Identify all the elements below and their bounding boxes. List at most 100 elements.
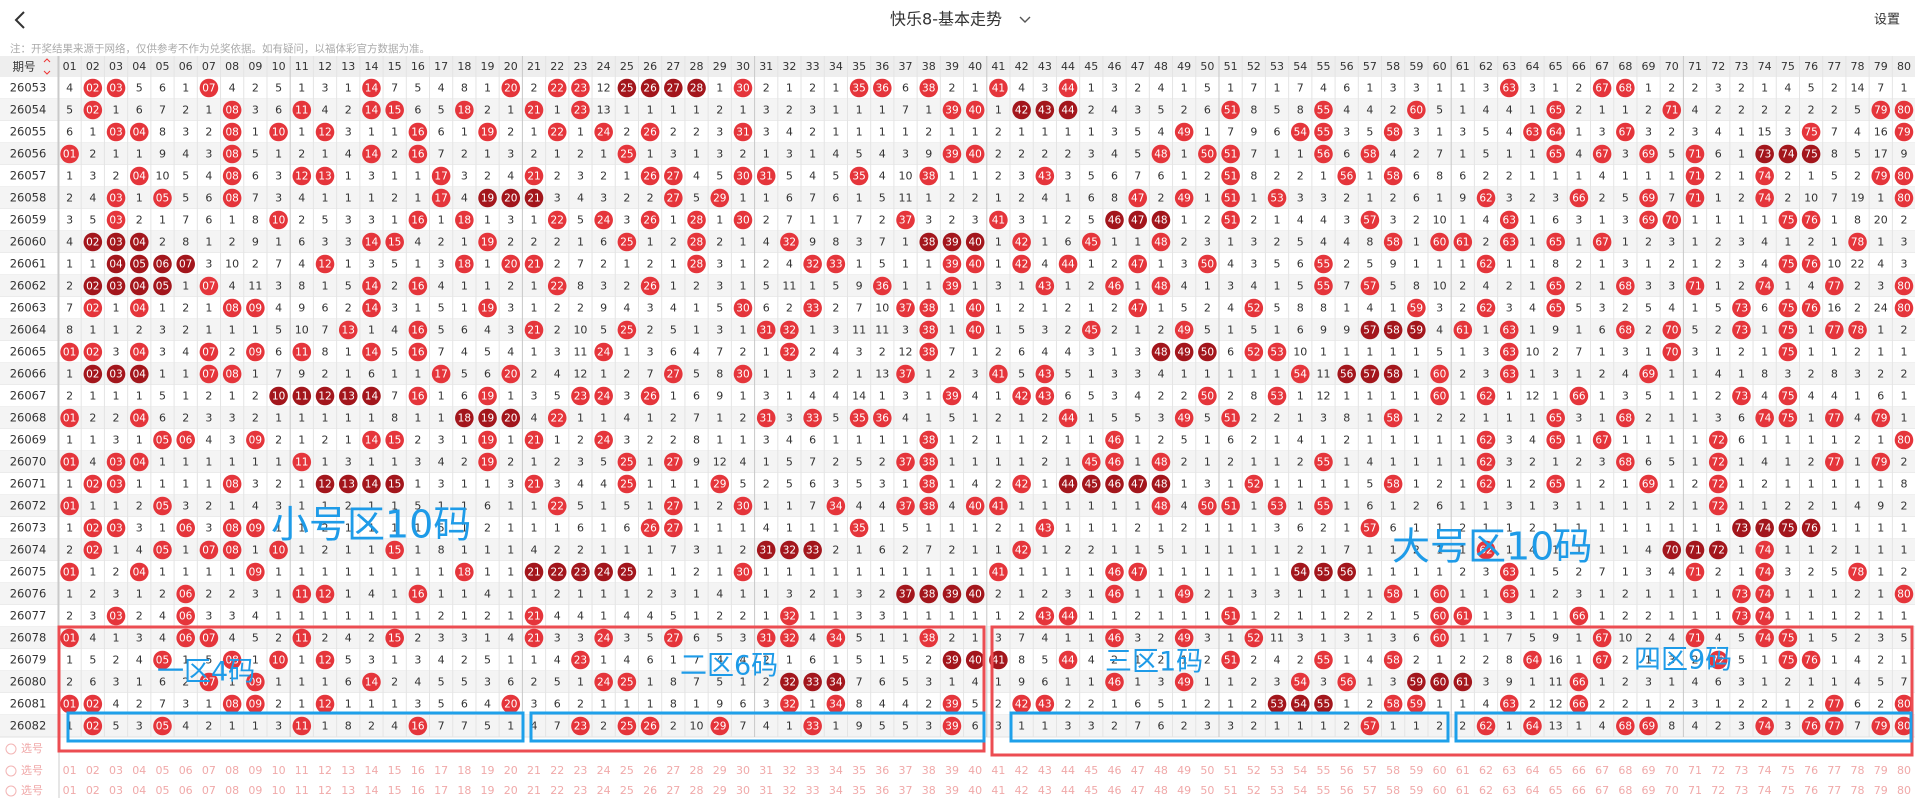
miss-count: 3 (1343, 214, 1350, 227)
hit-ball (1430, 364, 1449, 384)
period: 26055 (10, 125, 47, 139)
miss-count: 1 (298, 434, 305, 447)
miss-count: 2 (647, 258, 654, 271)
miss-count: 4 (252, 610, 259, 623)
hit-number: 36 (876, 281, 890, 293)
miss-count: 5 (1134, 148, 1141, 161)
period: 26066 (10, 367, 47, 381)
miss-count: 1 (1413, 566, 1420, 579)
miss-count: 1 (1529, 148, 1536, 161)
miss-count: 1 (345, 368, 352, 381)
hit-ball (1430, 232, 1449, 252)
hit-ball (547, 408, 567, 428)
hit-number: 02 (86, 523, 99, 535)
miss-count: 6 (66, 126, 73, 139)
miss-count: 3 (1320, 412, 1327, 425)
select-number: 19 (481, 784, 495, 797)
miss-count: 1 (229, 566, 236, 579)
hit-number: 31 (760, 633, 773, 645)
hit-ball (1499, 342, 1519, 362)
select-number: 59 (1409, 784, 1423, 797)
miss-count: 4 (89, 192, 96, 205)
hit-number: 52 (1247, 633, 1260, 645)
hit-ball (1639, 144, 1658, 164)
select-number: 06 (179, 764, 193, 777)
miss-count: 2 (275, 434, 282, 447)
column-header: 68 (1618, 60, 1632, 73)
hit-ball (1755, 518, 1774, 538)
hit-number: 12 (318, 589, 331, 601)
miss-count: 1 (1413, 412, 1420, 425)
miss-count: 2 (298, 214, 305, 227)
hit-ball (1244, 298, 1264, 318)
hit-ball (478, 232, 497, 252)
select-number: 11 (295, 784, 309, 797)
hit-number: 74 (1758, 589, 1772, 601)
select-number: 01 (63, 764, 77, 777)
miss-count: 1 (693, 522, 700, 535)
miss-count: 3 (554, 346, 561, 359)
hit-number: 19 (481, 435, 494, 447)
miss-count: 5 (159, 390, 166, 403)
select-number: 74 (1758, 784, 1772, 797)
title-dropdown[interactable] (1019, 16, 1031, 23)
hit-number: 47 (1131, 259, 1144, 271)
miss-count: 2 (1622, 302, 1629, 315)
miss-count: 1 (1506, 478, 1513, 491)
select-number: 45 (1084, 764, 1098, 777)
miss-count: 8 (1900, 478, 1907, 491)
hit-number: 54 (1294, 369, 1308, 381)
hit-number: 44 (1061, 611, 1075, 623)
hit-ball (1081, 474, 1101, 494)
hit-ball (1685, 144, 1705, 164)
miss-count: 3 (925, 676, 932, 689)
hit-number: 39 (945, 259, 958, 271)
settings-button[interactable]: 设置 (1874, 13, 1900, 28)
hit-number: 66 (1572, 677, 1586, 689)
row-bg (0, 407, 1915, 429)
miss-count: 8 (1831, 368, 1838, 381)
hit-ball (153, 430, 172, 450)
miss-count: 1 (1506, 544, 1513, 557)
miss-count: 2 (182, 676, 189, 689)
miss-count: 1 (1645, 346, 1652, 359)
hit-number: 61 (1456, 677, 1469, 689)
hit-number: 43 (1038, 611, 1051, 623)
hit-number: 21 (527, 435, 540, 447)
miss-count: 1 (368, 544, 375, 557)
miss-count: 1 (1250, 500, 1257, 513)
trend-table: 期号 01 02 03 04 05 06 07 08 09 10 11 12 13 14 15 16 17 18 19… (0, 56, 1915, 798)
hit-number: 49 (1177, 193, 1190, 205)
hit-ball (106, 474, 126, 494)
hit-ball (1105, 452, 1124, 472)
hit-number: 69 (1642, 479, 1655, 491)
miss-count: 2 (113, 170, 120, 183)
hit-ball (199, 672, 219, 692)
hit-ball (315, 254, 335, 274)
miss-count: 2 (414, 434, 421, 447)
back-button[interactable] (14, 11, 25, 29)
miss-count: 5 (275, 82, 282, 95)
hit-ball (1732, 298, 1751, 318)
select-number: 33 (806, 764, 820, 777)
miss-count: 1 (438, 412, 445, 425)
miss-count: 1 (1134, 456, 1141, 469)
column-header: 32 (782, 60, 796, 73)
hit-number: 75 (1781, 391, 1794, 403)
miss-count: 8 (1250, 104, 1257, 117)
hit-number: 75 (1781, 215, 1794, 227)
miss-count: 1 (1668, 434, 1675, 447)
hit-ball (1499, 364, 1519, 384)
hit-number: 25 (620, 325, 633, 337)
hit-ball (129, 232, 149, 252)
miss-count: 1 (368, 522, 375, 535)
miss-count: 11 (782, 280, 796, 293)
hit-ball (664, 78, 683, 98)
miss-count: 4 (368, 588, 375, 601)
miss-count: 4 (66, 82, 73, 95)
hit-ball (1383, 408, 1403, 428)
miss-count: 2 (1227, 456, 1234, 469)
miss-count: 5 (414, 82, 421, 95)
miss-count: 2 (1065, 698, 1072, 711)
miss-count: 2 (66, 280, 73, 293)
